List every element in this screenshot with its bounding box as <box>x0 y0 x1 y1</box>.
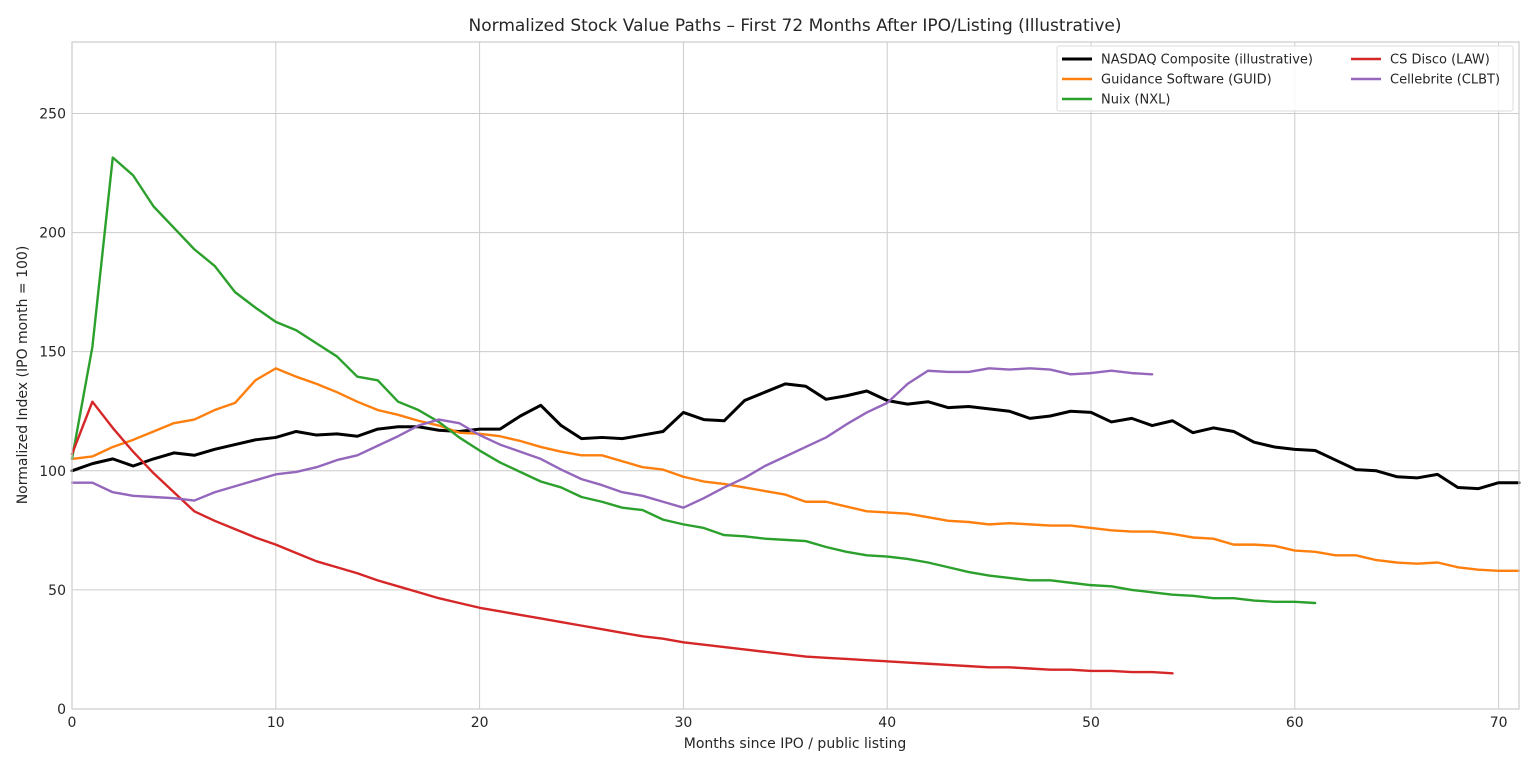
x-tick-label: 20 <box>471 715 489 731</box>
x-tick-label: 70 <box>1490 715 1508 731</box>
y-tick-label: 250 <box>39 106 66 122</box>
series-line-guidance-software-guid <box>70 367 1521 573</box>
chart-title: Normalized Stock Value Paths – First 72 … <box>469 16 1122 36</box>
series-line-nuix-nxl <box>70 156 1317 605</box>
plot-frame <box>71 41 1520 710</box>
legend: NASDAQ Composite (illustrative) Guidance … <box>1056 45 1514 112</box>
series-line-nasdaq-composite-illustrative <box>70 382 1521 491</box>
x-tick-label: 30 <box>674 715 692 731</box>
x-tick-label: 40 <box>878 715 896 731</box>
legend-label: Nuix (NXL) <box>1101 93 1170 108</box>
x-tick-label: 10 <box>267 715 285 731</box>
legend-label: NASDAQ Composite (illustrative) <box>1101 53 1313 68</box>
x-tick-label: 50 <box>1082 715 1100 731</box>
legend-box <box>1056 45 1514 112</box>
x-tick-label: 0 <box>68 715 77 731</box>
series-layer <box>70 156 1521 675</box>
y-tick-label: 200 <box>39 226 66 242</box>
series-line-cs-disco-law <box>70 400 1174 675</box>
legend-label: Guidance Software (GUID) <box>1101 73 1272 88</box>
y-tick-label: 150 <box>39 345 66 361</box>
legend-label: Cellebrite (CLBT) <box>1390 73 1500 88</box>
legend-label: CS Disco (LAW) <box>1390 53 1490 68</box>
ticks: 0 10 20 30 40 50 60 70 0 50 100 150 200 250 <box>39 106 1507 731</box>
series-line-cellebrite-clbt <box>70 367 1154 509</box>
y-tick-label: 0 <box>57 702 66 718</box>
y-tick-label: 50 <box>48 583 66 599</box>
y-axis-label: Normalized Index (IPO month = 100) <box>15 246 31 505</box>
x-axis-label: Months since IPO / public listing <box>684 736 906 752</box>
x-tick-label: 60 <box>1286 715 1304 731</box>
y-tick-label: 100 <box>39 464 66 480</box>
